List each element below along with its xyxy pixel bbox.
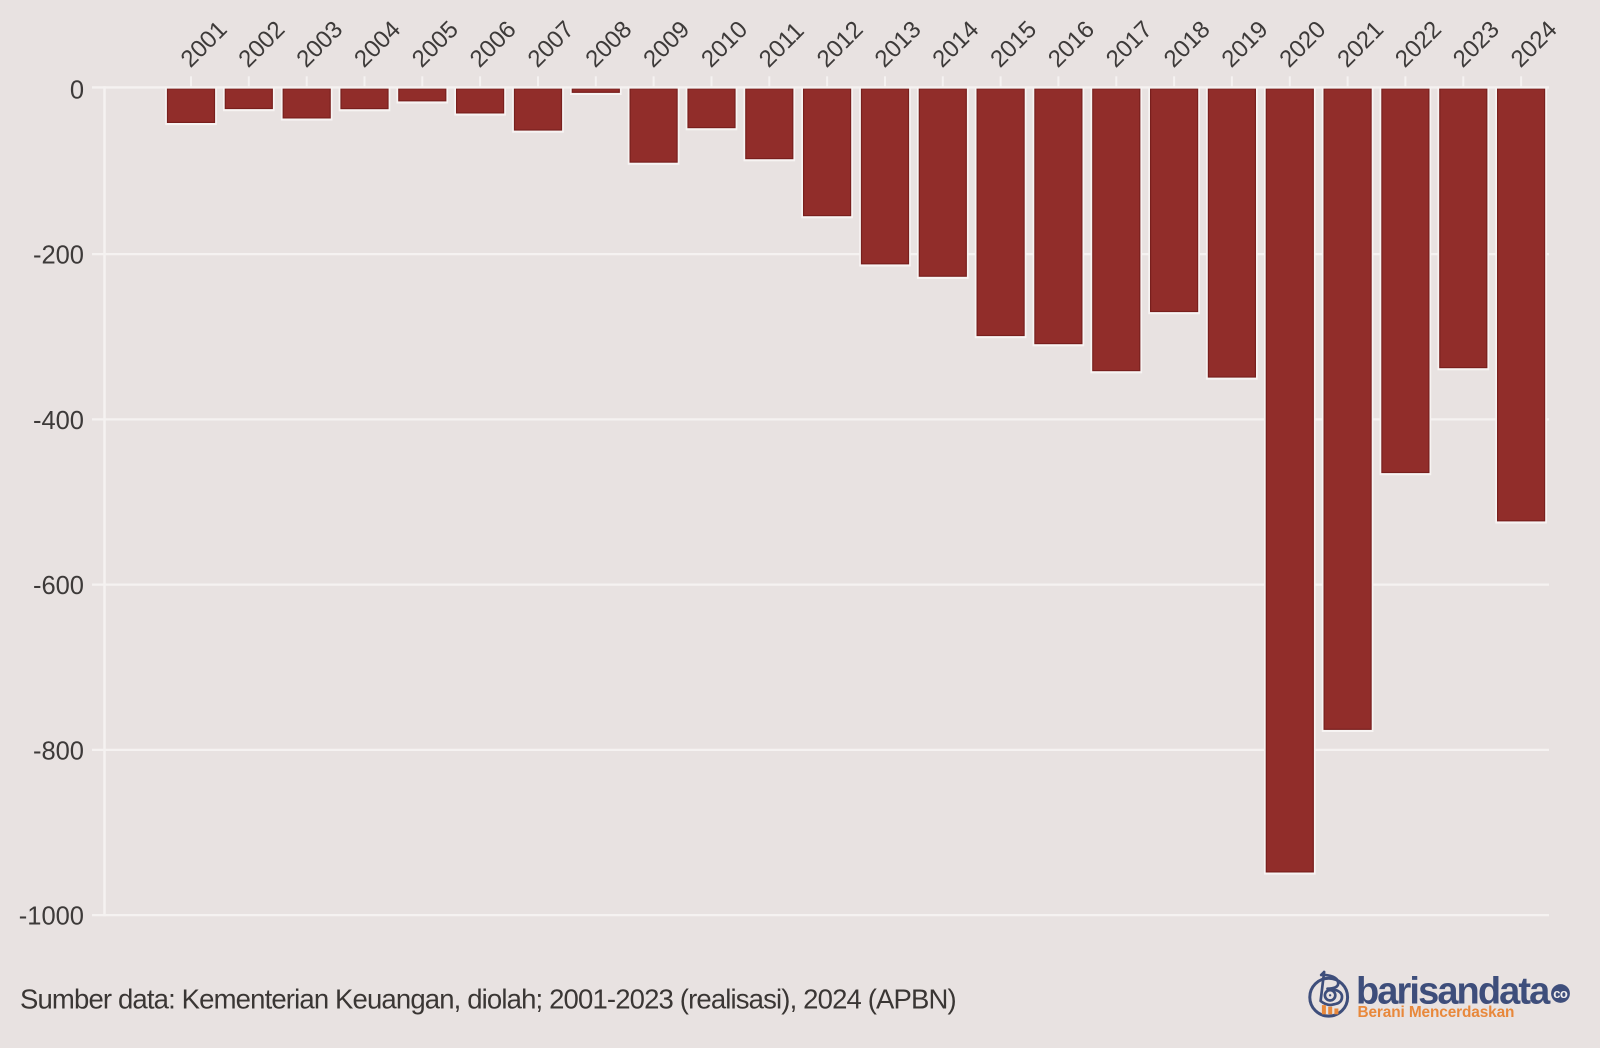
svg-text:Berani Mencerdaskan: Berani Mencerdaskan bbox=[1358, 1004, 1515, 1021]
svg-text:co: co bbox=[1553, 986, 1568, 1001]
svg-text:-600: -600 bbox=[33, 572, 84, 600]
svg-text:0: 0 bbox=[70, 77, 84, 105]
svg-text:-400: -400 bbox=[33, 407, 84, 435]
svg-text:-200: -200 bbox=[33, 242, 84, 270]
svg-text:Sumber data: Kementerian Keuan: Sumber data: Kementerian Keuangan, diola… bbox=[20, 984, 956, 1015]
svg-text:-800: -800 bbox=[33, 738, 84, 766]
svg-text:barisandata: barisandata bbox=[1356, 971, 1551, 1013]
svg-text:-1000: -1000 bbox=[19, 903, 84, 931]
